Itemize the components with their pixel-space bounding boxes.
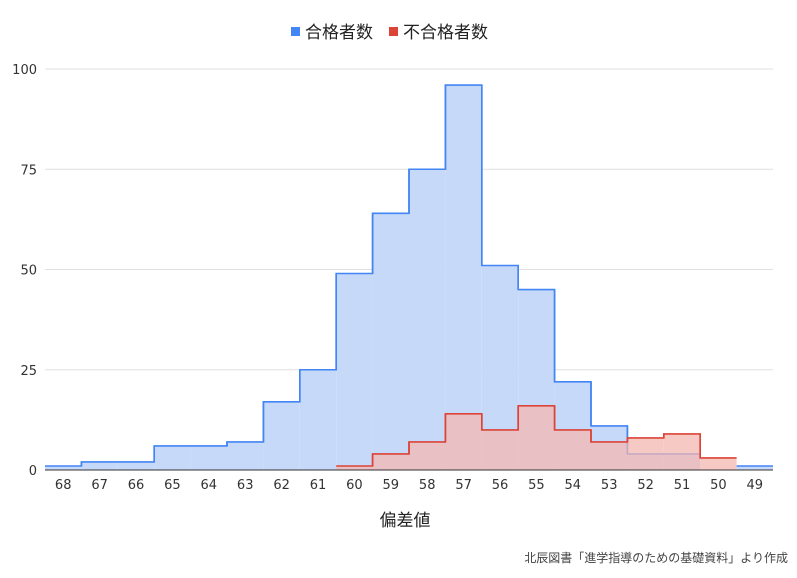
bin-fill (81, 461, 118, 470)
legend-swatch-fail (389, 27, 398, 36)
bin-fill (663, 433, 701, 470)
bin-fill (45, 465, 82, 470)
x-tick-label: 50 (710, 478, 727, 493)
x-tick-label: 66 (128, 478, 145, 493)
bin-fill (227, 441, 264, 470)
x-tick-label: 59 (383, 478, 400, 493)
x-tick-label: 54 (565, 478, 582, 493)
bin-fill (154, 445, 191, 470)
legend-label-pass: 合格者数 (305, 23, 373, 43)
y-tick-label: 25 (20, 364, 37, 379)
x-tick-label: 61 (310, 478, 327, 493)
bin-fill (190, 445, 227, 470)
x-axis-title: 偏差値 (380, 511, 431, 531)
bin-fill (554, 429, 591, 470)
bin-fill (591, 441, 628, 470)
x-tick-label: 68 (55, 478, 72, 493)
bin-fill (336, 465, 373, 470)
legend-swatch-pass (291, 27, 300, 36)
x-tick-label: 58 (419, 478, 436, 493)
y-tick-label: 50 (20, 264, 37, 279)
x-tick-label: 56 (492, 478, 509, 493)
x-tick-label: 52 (637, 478, 654, 493)
x-tick-label: 64 (201, 478, 218, 493)
bin-fill (372, 453, 409, 470)
bin-fill (481, 429, 519, 470)
bin-fill (445, 413, 482, 470)
series-0 (45, 84, 773, 471)
bin-fill (372, 213, 409, 471)
series-1 (336, 405, 737, 470)
x-tick-label: 57 (455, 478, 472, 493)
bin-fill (736, 465, 773, 470)
legend: 合格者数 不合格者数 (291, 23, 488, 43)
bin-fill (299, 369, 337, 470)
source-note: 北辰図書「進学指導のための基礎資料」より作成 (524, 550, 788, 565)
bin-fill (409, 441, 446, 470)
x-tick-label: 67 (91, 478, 108, 493)
x-tick-label: 65 (164, 478, 181, 493)
x-tick-label: 62 (273, 478, 290, 493)
bin-fill (627, 437, 664, 470)
bin-fill (409, 169, 446, 470)
bin-fill (263, 401, 300, 470)
legend-label-fail: 不合格者数 (403, 23, 488, 43)
y-axis: 0 25 50 75 100 (12, 63, 37, 479)
bin-fill (700, 457, 737, 470)
x-axis: 68 67 66 65 64 63 62 61 60 59 58 57 56 55 54 53 52 51 50 49 (45, 469, 773, 493)
y-tick-label: 100 (12, 63, 37, 78)
series-layer (45, 84, 773, 471)
bin-fill (518, 405, 555, 470)
y-tick-label: 0 (29, 464, 37, 479)
y-tick-label: 75 (20, 163, 37, 178)
x-tick-label: 63 (237, 478, 254, 493)
x-tick-label: 51 (674, 478, 691, 493)
bin-fill (336, 273, 373, 470)
x-tick-label: 53 (601, 478, 618, 493)
bin-fill (117, 461, 155, 470)
x-tick-label: 55 (528, 478, 545, 493)
bin-fill (445, 85, 482, 470)
x-tick-label: 60 (346, 478, 363, 493)
x-tick-label: 49 (747, 478, 764, 493)
